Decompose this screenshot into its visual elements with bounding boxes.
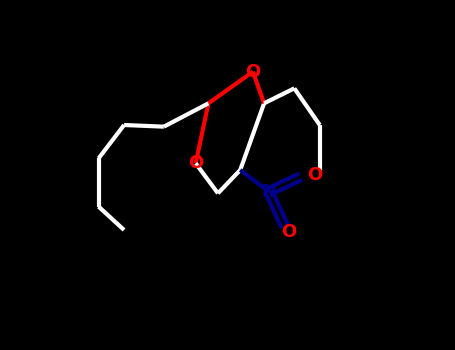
Text: O: O — [307, 166, 322, 184]
Text: O: O — [188, 154, 203, 172]
Text: N: N — [261, 183, 276, 201]
Text: O: O — [281, 223, 296, 241]
Text: O: O — [245, 63, 261, 80]
